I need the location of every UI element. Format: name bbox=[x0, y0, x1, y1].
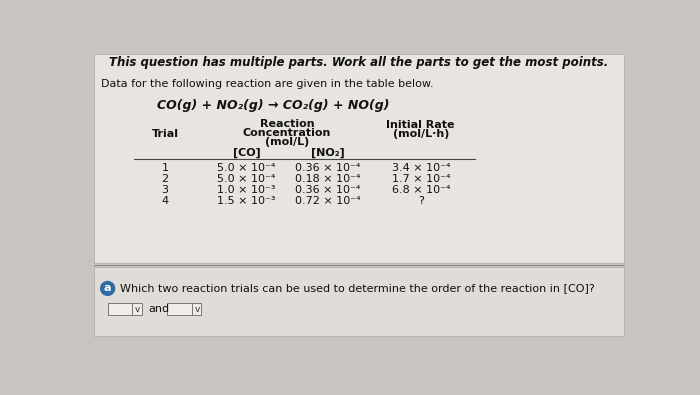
Text: 0.36 × 10⁻⁴: 0.36 × 10⁻⁴ bbox=[295, 163, 360, 173]
Text: and: and bbox=[148, 304, 169, 314]
Text: 2: 2 bbox=[162, 174, 169, 184]
Text: 5.0 × 10⁻⁴: 5.0 × 10⁻⁴ bbox=[217, 174, 276, 184]
Text: (mol/L·h): (mol/L·h) bbox=[393, 130, 449, 139]
Text: [NO₂]: [NO₂] bbox=[311, 148, 344, 158]
Text: 1.7 × 10⁻⁴: 1.7 × 10⁻⁴ bbox=[391, 174, 450, 184]
FancyBboxPatch shape bbox=[167, 303, 202, 315]
FancyBboxPatch shape bbox=[94, 267, 624, 336]
Text: [CO]: [CO] bbox=[232, 148, 260, 158]
Text: Data for the following reaction are given in the table below.: Data for the following reaction are give… bbox=[102, 79, 434, 88]
Text: 6.8 × 10⁻⁴: 6.8 × 10⁻⁴ bbox=[391, 185, 450, 195]
Text: v: v bbox=[195, 305, 200, 314]
Text: 1.5 × 10⁻³: 1.5 × 10⁻³ bbox=[217, 196, 276, 206]
Text: 3: 3 bbox=[162, 185, 169, 195]
Text: Initial Rate: Initial Rate bbox=[386, 120, 455, 130]
Text: 5.0 × 10⁻⁴: 5.0 × 10⁻⁴ bbox=[217, 163, 276, 173]
Text: Which two reaction trials can be used to determine the order of the reaction in : Which two reaction trials can be used to… bbox=[120, 283, 595, 293]
Text: Concentration: Concentration bbox=[243, 128, 331, 138]
Text: ?: ? bbox=[418, 196, 424, 206]
Text: Reaction: Reaction bbox=[260, 118, 314, 129]
Text: 0.36 × 10⁻⁴: 0.36 × 10⁻⁴ bbox=[295, 185, 360, 195]
Text: 1: 1 bbox=[162, 163, 169, 173]
Text: This question has multiple parts. Work all the parts to get the most points.: This question has multiple parts. Work a… bbox=[109, 56, 608, 69]
Text: 4: 4 bbox=[162, 196, 169, 206]
Text: (mol/L): (mol/L) bbox=[265, 137, 309, 147]
Text: 1.0 × 10⁻³: 1.0 × 10⁻³ bbox=[217, 185, 276, 195]
Circle shape bbox=[101, 282, 115, 295]
Text: 0.72 × 10⁻⁴: 0.72 × 10⁻⁴ bbox=[295, 196, 360, 206]
Text: a: a bbox=[104, 283, 111, 293]
Text: CO(g) + NO₂(g) → CO₂(g) + NO(g): CO(g) + NO₂(g) → CO₂(g) + NO(g) bbox=[158, 99, 390, 112]
Text: 3.4 × 10⁻⁴: 3.4 × 10⁻⁴ bbox=[391, 163, 450, 173]
FancyBboxPatch shape bbox=[108, 303, 141, 315]
Text: v: v bbox=[135, 305, 141, 314]
Text: Trial: Trial bbox=[151, 129, 178, 139]
FancyBboxPatch shape bbox=[94, 54, 624, 263]
Text: 0.18 × 10⁻⁴: 0.18 × 10⁻⁴ bbox=[295, 174, 360, 184]
